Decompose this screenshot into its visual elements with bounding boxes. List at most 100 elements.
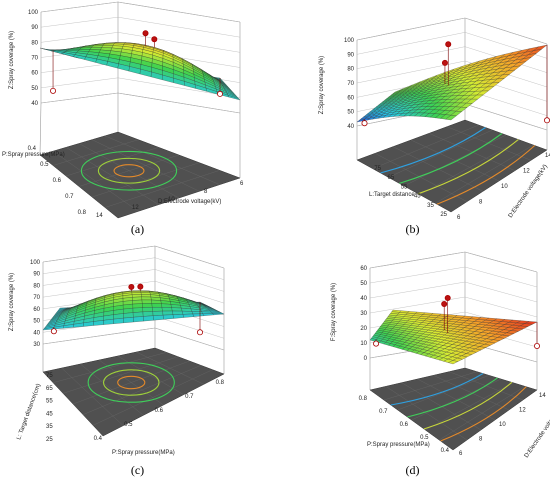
z-tick-label: 60 xyxy=(347,95,354,101)
surface-cell xyxy=(133,316,144,323)
z-gridline xyxy=(369,251,538,273)
floor-grid xyxy=(372,124,534,204)
x-tick-label: 0.8 xyxy=(359,396,368,402)
surface-cell xyxy=(141,296,152,301)
y-tick-label: 8 xyxy=(479,200,483,206)
floor-contours xyxy=(87,362,175,403)
chart-panel-b: 40 50 60 70 80 90 100 Z:Spray coverage (%) 75 65 5… xyxy=(275,0,550,240)
surface-cell xyxy=(162,314,174,320)
floor-gridline xyxy=(92,369,213,426)
surface-cell xyxy=(227,94,241,101)
surface-cell xyxy=(152,310,164,316)
y-axis-label: D:Electrode voltage(kV) xyxy=(158,199,221,205)
x-axis-label: L:Target distance xyxy=(369,192,415,198)
z-gridline xyxy=(356,60,548,88)
surface-cell xyxy=(153,315,164,321)
x-tick-label: 0.7 xyxy=(379,409,388,415)
surface-cell xyxy=(171,307,183,312)
surface-cell xyxy=(142,303,153,308)
floor-gridline xyxy=(104,170,220,208)
design-point xyxy=(216,90,223,97)
z-gridline xyxy=(42,269,225,292)
design-points xyxy=(50,283,203,336)
x-axis-label: P:Spray pressure(MPa) xyxy=(2,152,65,158)
x-tick-label: 0.5 xyxy=(40,162,49,168)
y-tick-label: 75 xyxy=(46,373,53,379)
response-surface xyxy=(356,44,548,123)
surface-plot: 0 10 20 30 40 50 60 F:Spray coverage (%) 0.8 0.7 0… xyxy=(331,251,550,459)
floor-gridline xyxy=(439,386,526,441)
z-tick-label: 10 xyxy=(360,341,367,347)
z-tick-label: 30 xyxy=(360,311,367,317)
z-tick-label: 60 xyxy=(31,71,38,77)
surface-cell xyxy=(161,303,172,308)
y-tick-label: 35 xyxy=(46,424,53,430)
floor-grid xyxy=(52,351,213,426)
surface-cell xyxy=(172,314,184,319)
y-tick-label: 6 xyxy=(457,215,461,221)
caption-d: (d) xyxy=(405,463,420,477)
z-tick-label: 70 xyxy=(347,81,354,87)
surface-cell xyxy=(181,311,194,315)
z-gridline xyxy=(356,17,548,45)
box-bottom-edge xyxy=(42,327,225,351)
y-tick-label: 65 xyxy=(46,386,53,392)
box-top-edge xyxy=(42,245,225,269)
caption-c: (c) xyxy=(130,463,145,477)
surface-plot: 40 50 60 70 80 90 100 Z:Spray coverage (%) 0.4 0.… xyxy=(2,1,244,219)
y-tick-label: 12 xyxy=(519,408,526,414)
z-tick-label: 90 xyxy=(33,272,40,278)
z-tick-label: 80 xyxy=(347,67,354,73)
y-tick-label: 6 xyxy=(240,181,244,187)
surface-cell xyxy=(132,296,143,301)
design-points xyxy=(50,30,223,97)
y-tick-label: 12 xyxy=(132,205,139,211)
z-tick-label: 30 xyxy=(33,342,40,348)
surface-cell xyxy=(141,299,152,304)
design-point xyxy=(543,117,550,124)
design-point xyxy=(128,283,135,290)
contour-line xyxy=(380,127,486,174)
x-tick-label: 25 xyxy=(440,212,447,218)
z-axis-label: Z:Spray coverage (%) xyxy=(9,273,15,331)
y-tick-label: 8 xyxy=(204,189,208,195)
y-axis-label: L: Target distance(cm) xyxy=(16,383,42,441)
design-point xyxy=(142,30,149,37)
y-tick-label: 8 xyxy=(479,437,483,443)
x-tick-label: 0.7 xyxy=(185,394,194,400)
contour-line xyxy=(436,145,536,205)
response-surface xyxy=(39,42,241,101)
z-tick-label: 50 xyxy=(31,86,38,92)
z-gridline xyxy=(369,296,538,318)
surface-cell xyxy=(132,303,143,309)
z-gridline xyxy=(369,281,538,303)
z-tick-label: 60 xyxy=(33,307,40,313)
design-point xyxy=(445,41,452,48)
y-tick-label: 45 xyxy=(46,411,53,417)
z-tick-label: 90 xyxy=(347,52,354,58)
contour-line xyxy=(407,377,498,418)
contour-line xyxy=(417,139,519,195)
x-tick-label: 0.6 xyxy=(53,178,62,184)
z-axis-label: Z:Spray coverage (%) xyxy=(319,56,325,114)
x-tick-label: 0.6 xyxy=(155,408,164,414)
chart-panel-d: 0 10 20 30 40 50 60 F:Spray coverage (%) 0.8 0.7 0… xyxy=(275,240,550,480)
x-tick-label: 0.4 xyxy=(441,448,450,454)
contour-line xyxy=(97,157,161,184)
design-point xyxy=(196,329,203,336)
surface-cell xyxy=(142,307,153,313)
contour-line xyxy=(399,133,503,184)
x-tick-label: 75 xyxy=(374,166,381,172)
x-tick-label: 0.5 xyxy=(124,422,133,428)
z-tick-label: 100 xyxy=(30,260,41,266)
z-tick-label: 0 xyxy=(364,356,368,362)
z-axis-label: Z:Spray coverage (%) xyxy=(9,31,15,89)
y-tick-label: 14 xyxy=(539,393,546,399)
z-gridline xyxy=(40,1,241,23)
surface-cell xyxy=(191,311,204,315)
contour-line xyxy=(117,375,146,390)
x-tick-label: 0.4 xyxy=(28,146,37,152)
z-tick-label: 80 xyxy=(31,40,38,46)
z-tick-label: 100 xyxy=(344,38,355,44)
